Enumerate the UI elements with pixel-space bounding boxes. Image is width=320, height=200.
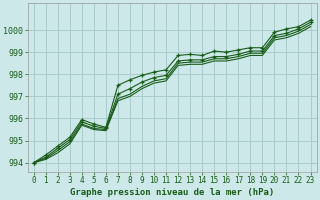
X-axis label: Graphe pression niveau de la mer (hPa): Graphe pression niveau de la mer (hPa) <box>70 188 274 197</box>
